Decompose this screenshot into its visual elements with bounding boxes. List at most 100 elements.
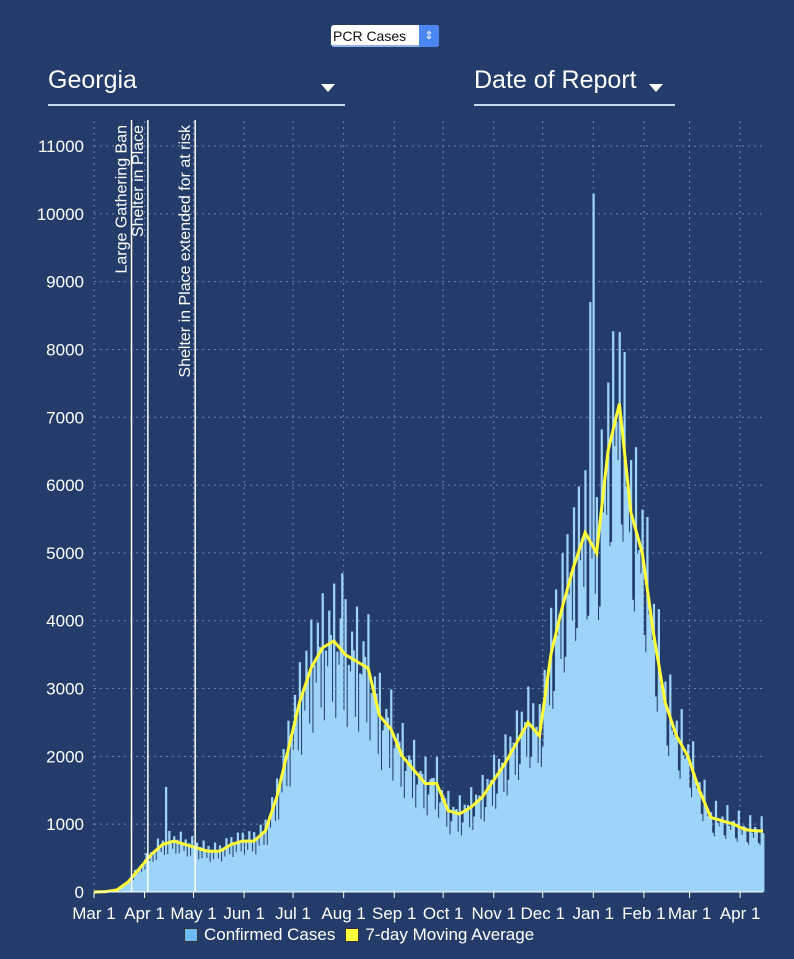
- case-bar: [230, 837, 233, 892]
- case-bar: [142, 862, 145, 892]
- y-tick-label: 6000: [46, 476, 84, 495]
- case-bar: [453, 810, 457, 892]
- case-bar: [344, 599, 347, 892]
- case-bar: [120, 887, 124, 892]
- case-bar: [391, 780, 395, 892]
- case-bar: [698, 782, 701, 892]
- case-bar: [522, 733, 525, 892]
- case-bar: [225, 838, 228, 892]
- case-bar: [435, 756, 439, 892]
- case-bar: [523, 722, 527, 892]
- case-bar: [646, 517, 649, 892]
- case-bar: [501, 762, 504, 892]
- case-bar: [731, 821, 734, 892]
- case-bar: [331, 701, 334, 892]
- case-bar: [638, 549, 641, 892]
- case-bar: [430, 778, 434, 892]
- case-bar: [644, 652, 647, 892]
- x-tick-label: Mar 1: [668, 904, 711, 923]
- case-bar: [328, 610, 331, 892]
- case-bar: [292, 749, 295, 892]
- case-bar: [615, 421, 618, 892]
- case-bar: [133, 869, 137, 892]
- case-bar: [652, 603, 656, 892]
- case-bar: [262, 844, 266, 892]
- case-bar: [261, 833, 264, 892]
- case-bar: [354, 716, 357, 892]
- case-bar: [399, 786, 403, 892]
- case-bar: [303, 710, 306, 892]
- case-bar: [205, 857, 209, 892]
- case-bar: [683, 759, 687, 892]
- case-bar: [685, 756, 688, 892]
- case-bar: [636, 553, 639, 892]
- case-bar: [218, 845, 222, 892]
- case-bar: [670, 730, 674, 892]
- case-bar: [727, 825, 731, 892]
- case-bar: [352, 650, 355, 892]
- case-bar: [481, 774, 484, 892]
- case-bar: [253, 832, 256, 892]
- case-bar: [266, 844, 269, 892]
- case-bar: [630, 460, 633, 892]
- case-bar: [651, 639, 654, 892]
- y-tick-label: 4000: [46, 612, 84, 631]
- case-bar: [452, 806, 455, 892]
- case-bar: [409, 759, 412, 892]
- case-bar: [373, 676, 377, 892]
- case-bar: [587, 615, 590, 892]
- case-bar: [582, 586, 585, 892]
- case-bar: [280, 792, 284, 892]
- x-tick-label: Apr 1: [720, 904, 761, 923]
- state-dropdown-value: Georgia: [48, 66, 137, 94]
- case-bar: [600, 429, 603, 892]
- case-bar: [408, 755, 411, 892]
- case-bar: [532, 703, 535, 892]
- case-bar: [535, 726, 538, 892]
- case-bar: [703, 779, 706, 892]
- case-bar: [396, 733, 399, 892]
- case-bar: [656, 711, 659, 892]
- case-bar: [151, 861, 155, 892]
- case-bar: [491, 805, 494, 892]
- case-bar: [568, 594, 571, 892]
- case-bar: [512, 742, 515, 892]
- case-bar: [533, 733, 536, 892]
- case-bar: [222, 847, 225, 892]
- metric-select[interactable]: PCR Cases ⇕: [331, 25, 439, 47]
- case-bar: [290, 735, 293, 892]
- case-bar: [197, 859, 200, 892]
- case-bar: [695, 788, 698, 892]
- case-bar: [226, 846, 230, 892]
- case-bar: [300, 754, 303, 892]
- case-bar: [311, 732, 315, 892]
- case-bar: [293, 694, 297, 892]
- case-bar: [368, 740, 372, 892]
- case-bar: [736, 841, 739, 892]
- case-bar: [256, 837, 259, 892]
- case-bar: [476, 800, 479, 892]
- state-dropdown[interactable]: Georgia: [48, 66, 345, 106]
- case-bar: [473, 816, 476, 892]
- case-bar: [762, 833, 765, 892]
- date-mode-dropdown[interactable]: Date of Report: [474, 66, 675, 106]
- case-bar: [597, 620, 600, 892]
- case-bar: [298, 662, 302, 892]
- case-bar: [680, 708, 683, 892]
- case-bar: [631, 599, 634, 892]
- case-bar: [220, 861, 223, 892]
- case-bar: [288, 786, 292, 892]
- x-tick-label: Sep 1: [372, 904, 416, 923]
- case-bar: [372, 695, 375, 892]
- case-bar: [497, 758, 501, 892]
- case-bar: [135, 872, 138, 892]
- case-bar: [574, 640, 577, 892]
- case-bar: [509, 736, 512, 892]
- case-bar: [189, 855, 192, 892]
- case-bar: [641, 509, 644, 892]
- case-bar: [647, 614, 651, 892]
- case-bar: [137, 872, 140, 892]
- case-bar: [179, 831, 182, 892]
- case-bar: [127, 881, 130, 892]
- case-bar: [742, 825, 745, 892]
